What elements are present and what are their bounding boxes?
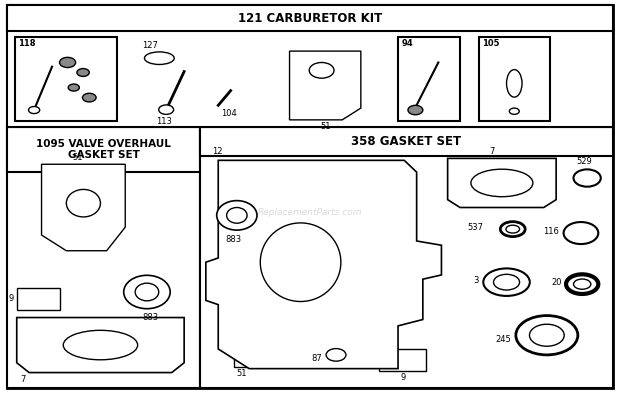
Bar — [234, 341, 293, 367]
Polygon shape — [42, 164, 125, 251]
Ellipse shape — [574, 279, 591, 289]
Text: 51: 51 — [320, 122, 330, 131]
Polygon shape — [206, 160, 441, 369]
Circle shape — [529, 324, 564, 346]
Circle shape — [564, 222, 598, 244]
Text: 121 CARBURETOR KIT: 121 CARBURETOR KIT — [238, 11, 382, 25]
Text: 883: 883 — [226, 235, 242, 244]
Text: 116: 116 — [543, 227, 559, 235]
Circle shape — [510, 108, 520, 114]
Bar — [7, 127, 200, 388]
Text: 20: 20 — [551, 278, 562, 286]
Bar — [200, 127, 613, 388]
Bar — [15, 37, 117, 121]
Text: 105: 105 — [482, 39, 499, 48]
Polygon shape — [17, 318, 184, 373]
Ellipse shape — [144, 52, 174, 64]
Ellipse shape — [506, 225, 520, 233]
Circle shape — [60, 57, 76, 68]
Circle shape — [82, 93, 96, 102]
Circle shape — [408, 105, 423, 115]
Text: 1095 VALVE OVERHAUL
GASKET SET: 1095 VALVE OVERHAUL GASKET SET — [36, 139, 171, 160]
Ellipse shape — [63, 330, 138, 360]
Ellipse shape — [484, 268, 529, 296]
Circle shape — [309, 62, 334, 78]
Bar — [398, 37, 460, 121]
Text: 9: 9 — [9, 294, 14, 303]
Text: 7: 7 — [490, 147, 495, 156]
Polygon shape — [290, 51, 361, 120]
Ellipse shape — [500, 222, 525, 237]
Ellipse shape — [260, 223, 341, 301]
Circle shape — [326, 349, 346, 361]
Circle shape — [77, 68, 89, 76]
Ellipse shape — [566, 274, 598, 294]
Ellipse shape — [217, 200, 257, 230]
Circle shape — [68, 84, 79, 91]
Text: 87: 87 — [312, 354, 322, 363]
Bar — [7, 5, 613, 31]
Ellipse shape — [471, 169, 533, 196]
Text: 113: 113 — [156, 117, 172, 126]
Text: 94: 94 — [401, 39, 413, 48]
Ellipse shape — [494, 274, 520, 290]
Bar — [7, 127, 200, 172]
Text: 537: 537 — [467, 223, 484, 231]
Text: 3: 3 — [473, 276, 479, 285]
Text: 118: 118 — [18, 39, 35, 48]
Circle shape — [29, 107, 40, 114]
Circle shape — [574, 169, 601, 187]
Text: 51: 51 — [72, 153, 82, 162]
Text: 358 GASKET SET: 358 GASKET SET — [351, 135, 461, 148]
Bar — [7, 5, 613, 127]
Circle shape — [159, 105, 174, 114]
Circle shape — [516, 316, 578, 355]
Text: 12: 12 — [212, 147, 223, 156]
Text: 883: 883 — [142, 313, 158, 321]
Bar — [479, 37, 550, 121]
Text: 51: 51 — [237, 369, 247, 378]
Text: 9: 9 — [400, 373, 405, 382]
Text: ReplacementParts.com: ReplacementParts.com — [258, 208, 362, 217]
Ellipse shape — [66, 189, 100, 217]
Ellipse shape — [135, 283, 159, 301]
Ellipse shape — [227, 208, 247, 223]
Bar — [200, 127, 613, 156]
Bar — [17, 288, 60, 310]
Ellipse shape — [507, 70, 522, 97]
Text: 104: 104 — [221, 109, 237, 118]
Ellipse shape — [123, 275, 170, 309]
Text: 529: 529 — [576, 157, 592, 166]
Text: 7: 7 — [20, 375, 25, 384]
Text: 127: 127 — [142, 40, 158, 50]
Polygon shape — [448, 158, 556, 208]
Text: 245: 245 — [496, 335, 511, 343]
Bar — [379, 349, 426, 371]
